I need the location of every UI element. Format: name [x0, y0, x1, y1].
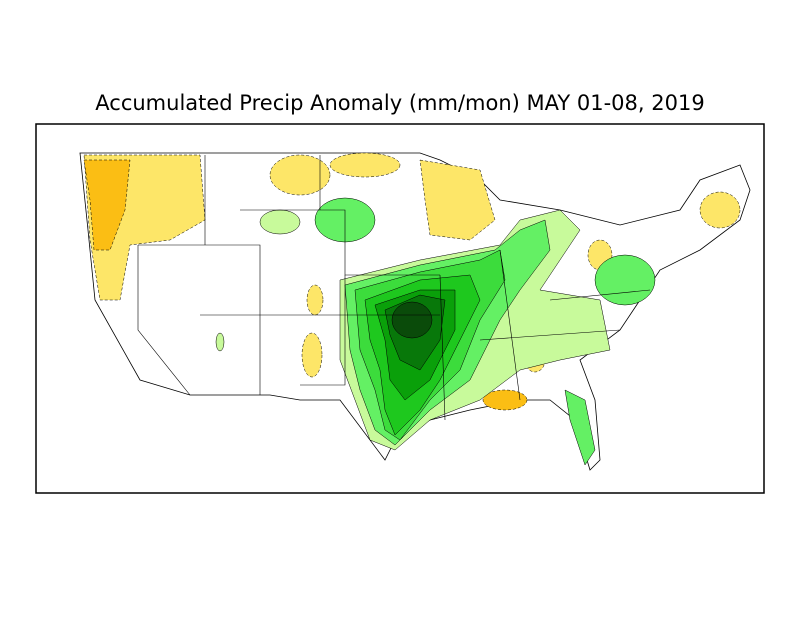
map-body: [35, 123, 765, 494]
boundaries: [137, 155, 651, 421]
negative-areas: [83, 152, 741, 411]
title: Accumulated Precip Anomaly (mm/mon) MAY …: [95, 91, 704, 115]
positive-areas: [215, 197, 656, 466]
frame: [35, 123, 765, 494]
